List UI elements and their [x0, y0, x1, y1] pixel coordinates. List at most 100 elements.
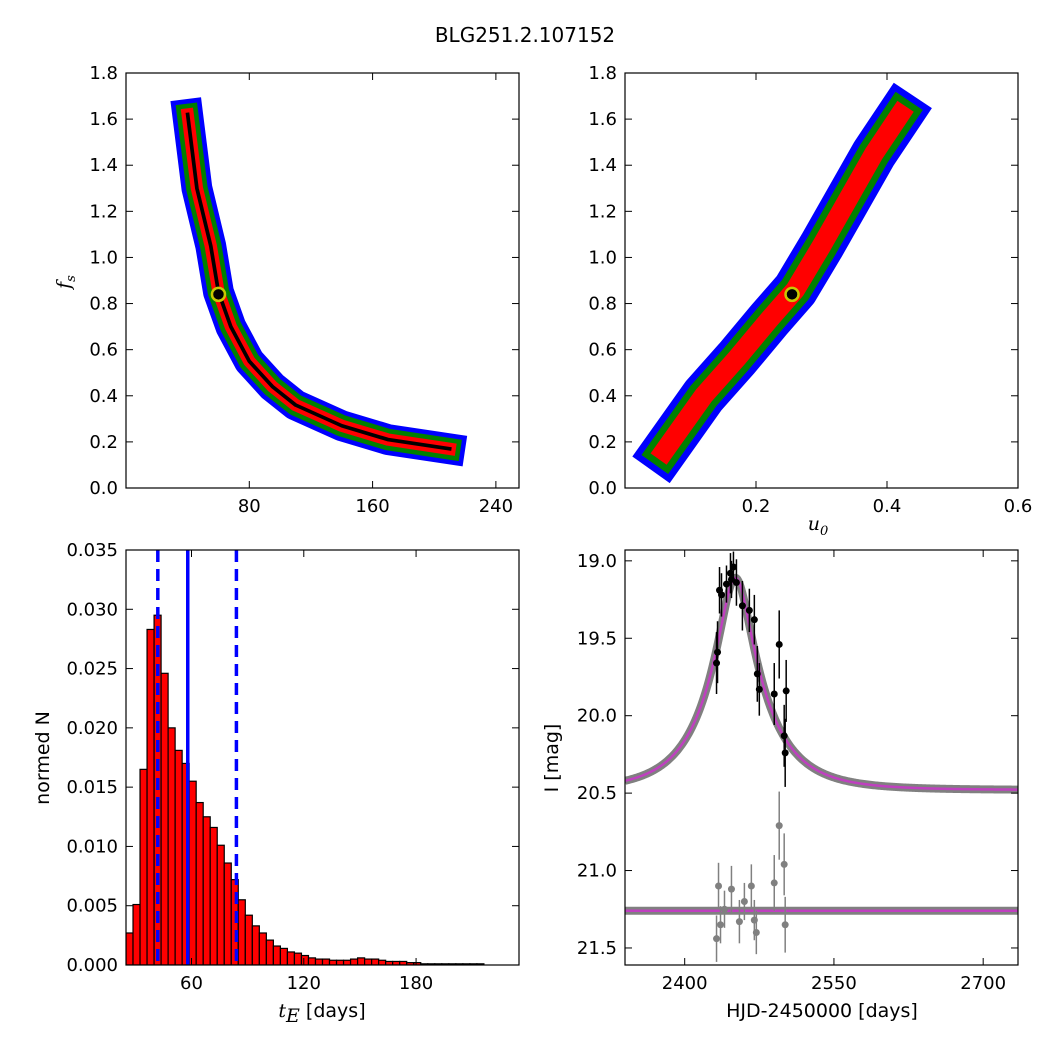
best-fit-marker: [784, 286, 800, 303]
y-tick-label: 0.030: [66, 599, 118, 620]
histogram-bar: [195, 801, 204, 965]
y-tick-label: 1.6: [588, 109, 617, 130]
histogram-bar: [209, 826, 218, 965]
y-axis-label: I [mag]: [541, 724, 563, 793]
histogram-bar: [174, 749, 183, 965]
panel-fs-vs-te: 80 160 240 0.0 0.2 0.4 0.6 0.8 1.0 1.2 1.4 1.6 1.8 fs: [53, 63, 520, 517]
histogram-bar: [237, 899, 246, 965]
y-tick-label: 1.2: [588, 201, 617, 222]
residual-point: [781, 921, 789, 929]
histogram-bar: [258, 932, 267, 965]
observation-point: [781, 749, 789, 757]
histogram-bar: [126, 932, 134, 965]
observation-point: [782, 687, 790, 695]
residual-point: [740, 898, 748, 906]
histogram-bar: [356, 957, 366, 965]
observation-point: [729, 563, 737, 571]
best-fit-marker: [210, 286, 227, 303]
x-tick-label: 160: [355, 496, 389, 517]
y-tick-label: 0.2: [89, 432, 118, 453]
y-tick-label: 20.5: [577, 783, 617, 804]
panel-lightcurve: 2400 2550 2700 19.0 19.5 20.0 20.5 21.0 21.5 I [m…: [541, 549, 1019, 1022]
observation-point: [738, 602, 746, 610]
histogram-bar: [349, 958, 359, 965]
y-axis-label-main: f: [53, 279, 75, 291]
x-tick-label: 0.2: [742, 496, 771, 517]
x-tick-label: 80: [238, 496, 261, 517]
y-axis-label-sub: s: [64, 275, 79, 282]
y-tick-label: 0.4: [89, 386, 118, 407]
observation-point: [780, 732, 788, 740]
histogram-bar: [265, 939, 274, 965]
observation-point: [732, 579, 740, 587]
x-tick-label: 180: [399, 973, 433, 994]
histogram-bar: [223, 862, 232, 965]
residual-point: [727, 885, 735, 893]
y-tick-label: 0.2: [588, 432, 617, 453]
observation-point: [714, 648, 722, 656]
residual-point: [735, 918, 743, 926]
histogram-bar: [307, 957, 317, 965]
residual-point: [747, 882, 755, 890]
x-tick-label: 120: [287, 973, 321, 994]
histogram-bar: [321, 958, 331, 965]
x-tick-label: 0.6: [1004, 496, 1033, 517]
histogram-bar: [146, 628, 155, 965]
model-curve: [625, 576, 1018, 791]
y-tick-label: 1.4: [588, 155, 617, 176]
y-tick-label: 0.0: [89, 478, 118, 499]
observation-point: [775, 640, 783, 648]
y-tick-label: 0.020: [66, 718, 118, 739]
y-tick-label: 0.010: [66, 836, 118, 857]
y-tick-label: 0.0: [588, 478, 617, 499]
x-axis-label: u0: [808, 513, 829, 539]
y-tick-label: 1.8: [588, 63, 617, 84]
observation-point: [770, 690, 778, 698]
plot-area: [625, 551, 1018, 962]
histogram-bar: [314, 958, 324, 965]
y-tick-label: 21.0: [577, 861, 617, 882]
histogram-bar: [202, 816, 211, 965]
x-axis-label-unit: [days]: [300, 1000, 366, 1022]
y-tick-label: 0.4: [588, 386, 617, 407]
y-tick-label: 1.6: [89, 109, 118, 130]
histogram-bar: [364, 958, 373, 965]
observation-point: [722, 580, 730, 588]
histogram-bar: [378, 959, 387, 965]
y-tick-label: 0.000: [66, 955, 118, 976]
plot-frame: [624, 549, 1019, 966]
residual-point: [720, 905, 728, 913]
histogram-bar: [300, 954, 310, 965]
y-tick-label: 0.035: [66, 540, 118, 561]
x-tick-label: 2700: [960, 973, 1006, 994]
histogram-bar: [251, 925, 260, 965]
x-axis-label-main: t: [278, 1000, 286, 1022]
y-tick-label: 0.8: [588, 294, 617, 315]
residual-point: [775, 822, 783, 830]
observation-point: [713, 659, 721, 667]
x-axis-label: tE [days]: [278, 1000, 365, 1027]
histogram-bar: [132, 903, 141, 965]
x-tick-label: 0.4: [873, 496, 902, 517]
plot-area: [126, 550, 485, 965]
residual-point: [717, 921, 725, 929]
x-axis-label-main: u: [808, 513, 820, 535]
x-tick-label: 2400: [662, 973, 708, 994]
observation-point: [755, 685, 763, 693]
x-axis-label-sub: 0: [820, 524, 828, 539]
x-tick-label: 60: [180, 973, 203, 994]
histogram-bar: [160, 672, 169, 965]
residual-point: [752, 928, 760, 936]
plot-frame: [125, 72, 520, 489]
y-tick-label: 1.8: [89, 63, 118, 84]
y-tick-label: 1.2: [89, 201, 118, 222]
histogram-bar: [328, 959, 338, 965]
histogram-bar: [335, 959, 345, 965]
plot-area: [170, 97, 468, 467]
histogram-bar: [244, 914, 253, 965]
x-tick-label: 240: [479, 496, 513, 517]
y-tick-label: 0.025: [66, 659, 118, 680]
y-axis-label: fs: [53, 275, 79, 291]
y-tick-label: 19.5: [577, 628, 617, 649]
plot-frame: [125, 549, 520, 966]
